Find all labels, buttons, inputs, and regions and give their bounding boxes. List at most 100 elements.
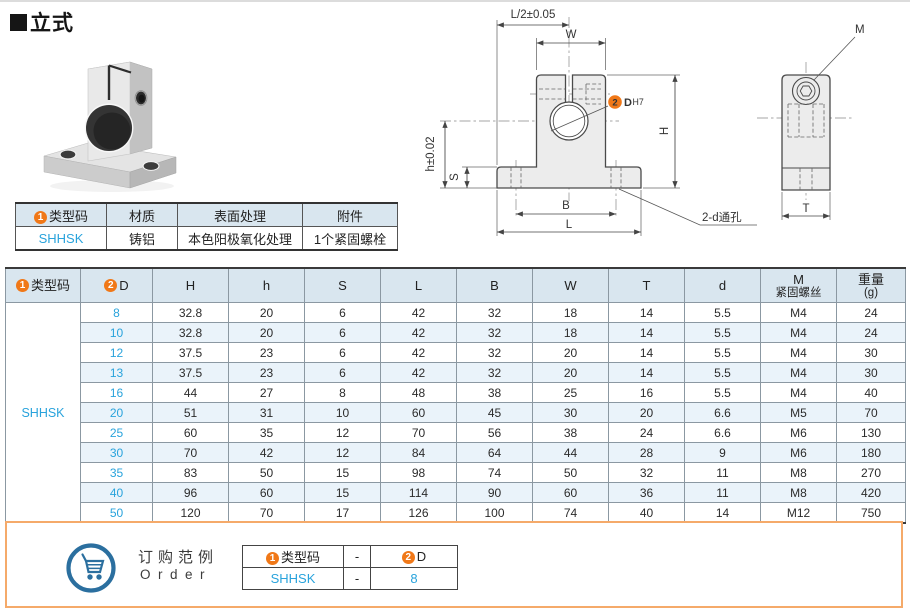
column-header: M 紧固螺丝	[760, 267, 837, 303]
d-value-cell[interactable]: 10	[80, 322, 153, 343]
table-cell: 32	[456, 302, 533, 323]
table-cell: 6	[304, 302, 381, 323]
table-cell: 9	[684, 442, 761, 463]
spec-type-code[interactable]: SHHSK	[15, 226, 107, 251]
column-header: h	[228, 267, 305, 303]
badge-number-icon: 1	[15, 279, 29, 292]
table-cell: 6	[304, 342, 381, 363]
table-cell: 30	[532, 402, 609, 423]
table-cell: 10	[304, 402, 381, 423]
table-row: SHHSK 8 32.8 20 6 42 32 18 14 5.5 M4 24	[5, 302, 906, 524]
table-cell: 14	[608, 362, 685, 383]
table-cell: 32	[608, 462, 685, 483]
column-header: d	[684, 267, 761, 303]
table-cell: 6.6	[684, 422, 761, 443]
table-cell: 70	[152, 442, 229, 463]
spec-header-row: 1 类型码 材质 表面处理 附件	[15, 202, 398, 227]
d-value-cell[interactable]: 25	[80, 422, 153, 443]
table-cell: 20	[228, 322, 305, 343]
table-cell: 20	[608, 402, 685, 423]
d-value-cell[interactable]: 13	[80, 362, 153, 383]
side-view-body	[781, 74, 831, 191]
table-row: 50 120 70 17 126 100 74 40 14 M12 750	[6, 502, 906, 524]
table-cell: 750	[836, 502, 906, 524]
base-hole	[60, 150, 76, 159]
d-value-cell[interactable]: 50	[80, 502, 153, 524]
table-cell: 42	[380, 302, 457, 323]
table-cell: M4	[760, 302, 837, 323]
table-cell: 32.8	[152, 302, 229, 323]
badge-1-icon: 1	[33, 210, 47, 224]
d-value-cell[interactable]: 20	[80, 402, 153, 423]
column-header: B	[456, 267, 533, 303]
d-value-cell[interactable]: 16	[80, 382, 153, 403]
table-cell: 38	[456, 382, 533, 403]
table-cell: 5.5	[684, 382, 761, 403]
table-cell: 27	[228, 382, 305, 403]
table-cell: 126	[380, 502, 457, 524]
table-cell: 20	[532, 342, 609, 363]
table-cell: 60	[532, 482, 609, 503]
table-cell: 64	[456, 442, 533, 463]
dim-half-length-label: L/2±0.05	[511, 9, 556, 21]
badge-2-icon: 2	[401, 551, 415, 564]
front-view-bore	[549, 101, 589, 141]
bore-diameter-label: D	[624, 97, 632, 109]
table-cell: M8	[760, 462, 837, 483]
d-value-cell[interactable]: 12	[80, 342, 153, 363]
table-cell: 70	[228, 502, 305, 524]
table-cell: M6	[760, 422, 837, 443]
base-hole	[143, 162, 159, 170]
order-example-title-en: Order	[140, 567, 213, 582]
type-code-cell[interactable]: SHHSK	[5, 302, 81, 524]
dim-hole-pitch-label: B	[562, 200, 570, 212]
table-cell: 25	[532, 382, 609, 403]
d-value-cell[interactable]: 35	[80, 462, 153, 483]
spec-header-type-code: 1 类型码	[15, 202, 107, 227]
table-cell: 5.5	[684, 342, 761, 363]
table-row: 25 60 35 12 70 56 38 24 6.6 M6 130	[6, 422, 906, 443]
dim-height-label: H	[659, 127, 671, 135]
column-header: W	[532, 267, 609, 303]
table-cell: 14	[608, 322, 685, 343]
table-cell: 15	[304, 482, 381, 503]
badge-1-icon: 1	[265, 552, 279, 565]
table-cell: 45	[456, 402, 533, 423]
d-value-cell[interactable]: 30	[80, 442, 153, 463]
table-cell: 48	[380, 382, 457, 403]
table-cell: 32.8	[152, 322, 229, 343]
order-example-dash: -	[343, 567, 371, 590]
table-cell: 42	[380, 362, 457, 383]
table-cell: M12	[760, 502, 837, 524]
table-cell: 83	[152, 462, 229, 483]
table-cell: M6	[760, 442, 837, 463]
table-cell: 20	[532, 362, 609, 383]
table-cell: 42	[228, 442, 305, 463]
table-cell: 70	[380, 422, 457, 443]
table-cell: 23	[228, 342, 305, 363]
table-cell: 6	[304, 362, 381, 383]
table-cell: 35	[228, 422, 305, 443]
table-row: 35 83 50 15 98 74 50 32 11 M8 270	[6, 462, 906, 483]
spec-header-accessory: 附件	[302, 202, 398, 227]
d-value-cell[interactable]: 8	[80, 302, 153, 323]
d-value-cell[interactable]: 40	[80, 482, 153, 503]
table-cell: 114	[380, 482, 457, 503]
table-cell: 31	[228, 402, 305, 423]
table-cell: 60	[380, 402, 457, 423]
table-cell: 74	[532, 502, 609, 524]
table-cell: 18	[532, 322, 609, 343]
table-cell: 17	[304, 502, 381, 524]
order-example-row: SHHSK - 8	[242, 567, 458, 590]
table-cell: 32	[456, 322, 533, 343]
top-divider	[0, 0, 910, 2]
table-cell: 70	[836, 402, 906, 423]
table-cell: 32	[456, 362, 533, 383]
table-cell: 5.5	[684, 302, 761, 323]
table-cell: 15	[304, 462, 381, 483]
table-cell: 100	[456, 502, 533, 524]
